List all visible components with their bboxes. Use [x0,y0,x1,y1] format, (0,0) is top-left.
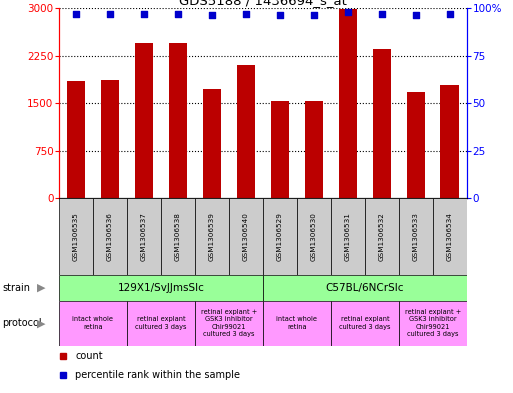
Point [140,11,148,17]
Bar [101,80,120,198]
Bar [433,198,467,275]
Text: GSM1306534: GSM1306534 [447,212,453,261]
Point [276,12,284,18]
Bar [339,9,357,198]
Point [412,12,420,18]
Bar [441,85,459,198]
Text: GSM1306540: GSM1306540 [243,212,249,261]
Point [344,9,352,15]
Text: protocol: protocol [3,318,42,328]
Text: GSM1306537: GSM1306537 [141,212,147,261]
Text: percentile rank within the sample: percentile rank within the sample [75,370,240,380]
Bar [59,301,127,346]
Bar [67,81,85,198]
Bar [297,198,331,275]
Point [310,12,318,18]
Text: GSM1306532: GSM1306532 [379,212,385,261]
Text: strain: strain [3,283,31,293]
Bar [195,301,263,346]
Text: GSM1306529: GSM1306529 [277,212,283,261]
Text: 129X1/SvJJmsSlc: 129X1/SvJJmsSlc [117,283,204,293]
Text: retinal explant
cultured 3 days: retinal explant cultured 3 days [339,316,390,330]
Bar [270,101,289,198]
Bar [263,198,297,275]
Bar [406,92,425,198]
Bar [399,198,433,275]
Bar [263,275,467,301]
Bar [263,301,331,346]
Bar [236,65,255,198]
Text: intact whole
retina: intact whole retina [72,316,113,330]
Text: retinal explant +
GSK3 inhibitor
Chir99021
cultured 3 days: retinal explant + GSK3 inhibitor Chir990… [201,309,257,338]
Text: GSM1306530: GSM1306530 [311,212,317,261]
Text: GSM1306531: GSM1306531 [345,212,351,261]
Text: GSM1306536: GSM1306536 [107,212,113,261]
Bar [127,301,195,346]
Bar [399,301,467,346]
Bar [161,198,195,275]
Bar [229,198,263,275]
Point [446,11,454,17]
Text: count: count [75,351,103,361]
Bar [331,198,365,275]
Point [106,11,114,17]
Text: C57BL/6NCrSlc: C57BL/6NCrSlc [326,283,404,293]
Point [72,11,80,17]
Bar [134,43,153,198]
Text: ▶: ▶ [37,318,46,328]
Point [242,11,250,17]
Bar [59,198,93,275]
Bar [331,301,399,346]
Point [378,11,386,17]
Text: GSM1306533: GSM1306533 [413,212,419,261]
Text: retinal explant +
GSK3 inhibitor
Chir99021
cultured 3 days: retinal explant + GSK3 inhibitor Chir990… [405,309,461,338]
Text: intact whole
retina: intact whole retina [277,316,318,330]
Text: ▶: ▶ [37,283,46,293]
Bar [365,198,399,275]
Bar [195,198,229,275]
Bar [305,101,323,198]
Bar [169,44,187,198]
Bar [372,49,391,198]
Bar [203,88,221,198]
Text: GSM1306535: GSM1306535 [73,212,79,261]
Title: GDS5188 / 1436694_s_at: GDS5188 / 1436694_s_at [179,0,347,7]
Text: retinal explant
cultured 3 days: retinal explant cultured 3 days [135,316,187,330]
Text: GSM1306538: GSM1306538 [175,212,181,261]
Bar [59,275,263,301]
Bar [93,198,127,275]
Point [174,11,182,17]
Point [208,12,216,18]
Bar [127,198,161,275]
Text: GSM1306539: GSM1306539 [209,212,215,261]
